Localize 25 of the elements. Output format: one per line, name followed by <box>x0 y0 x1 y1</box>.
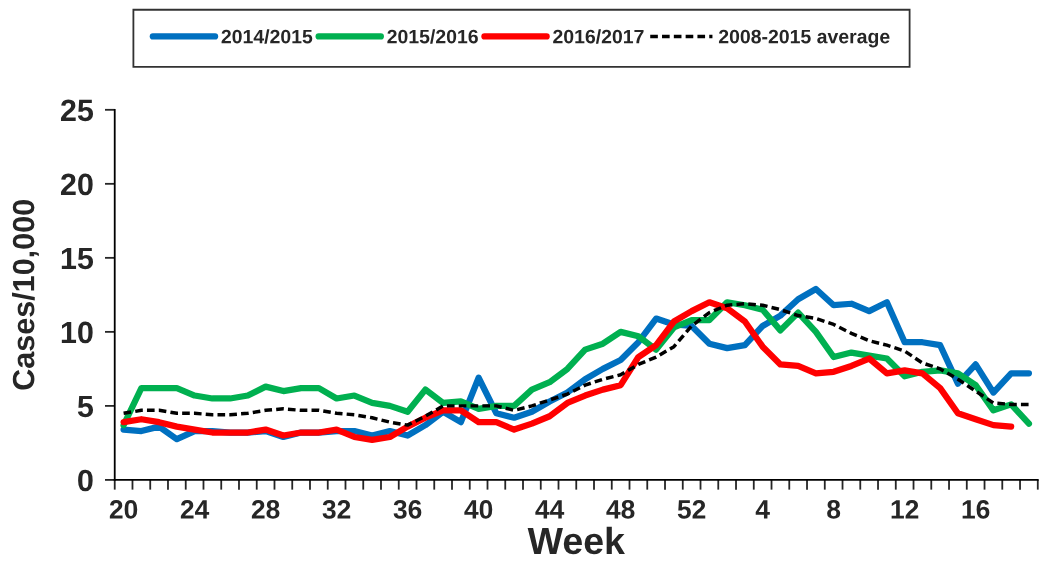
legend-label: 2015/2016 <box>387 29 478 44</box>
y-tick-label: 20 <box>60 173 93 196</box>
x-tick-label: 40 <box>464 500 493 519</box>
x-tick-label: 48 <box>606 500 635 519</box>
y-tick-label: 25 <box>60 99 94 122</box>
x-tick-label: 8 <box>827 500 841 519</box>
x-tick-label: 32 <box>322 500 351 519</box>
x-tick-label: 4 <box>755 500 770 519</box>
y-tick-label: 15 <box>61 247 94 270</box>
legend-label: 2014/2015 <box>221 29 313 44</box>
x-axis-title: Week <box>527 526 625 555</box>
x-tick-label: 20 <box>109 500 138 519</box>
x-tick-label: 24 <box>180 500 210 519</box>
x-tick-label: 16 <box>962 500 990 519</box>
legend-label: 2008-2015 average <box>718 29 890 48</box>
x-tick-label: 28 <box>251 500 280 519</box>
y-tick-label: 10 <box>61 321 93 344</box>
y-tick-label: 5 <box>77 395 94 418</box>
x-tick-label: 52 <box>677 500 706 519</box>
x-tick-label: 36 <box>393 500 422 519</box>
legend-label: 2016/2017 <box>553 29 644 44</box>
x-tick-label: 12 <box>891 500 919 519</box>
y-tick-label: 0 <box>78 469 93 492</box>
x-tick-label: 44 <box>535 500 565 519</box>
y-axis-title: Cases/10,000 <box>11 200 39 390</box>
